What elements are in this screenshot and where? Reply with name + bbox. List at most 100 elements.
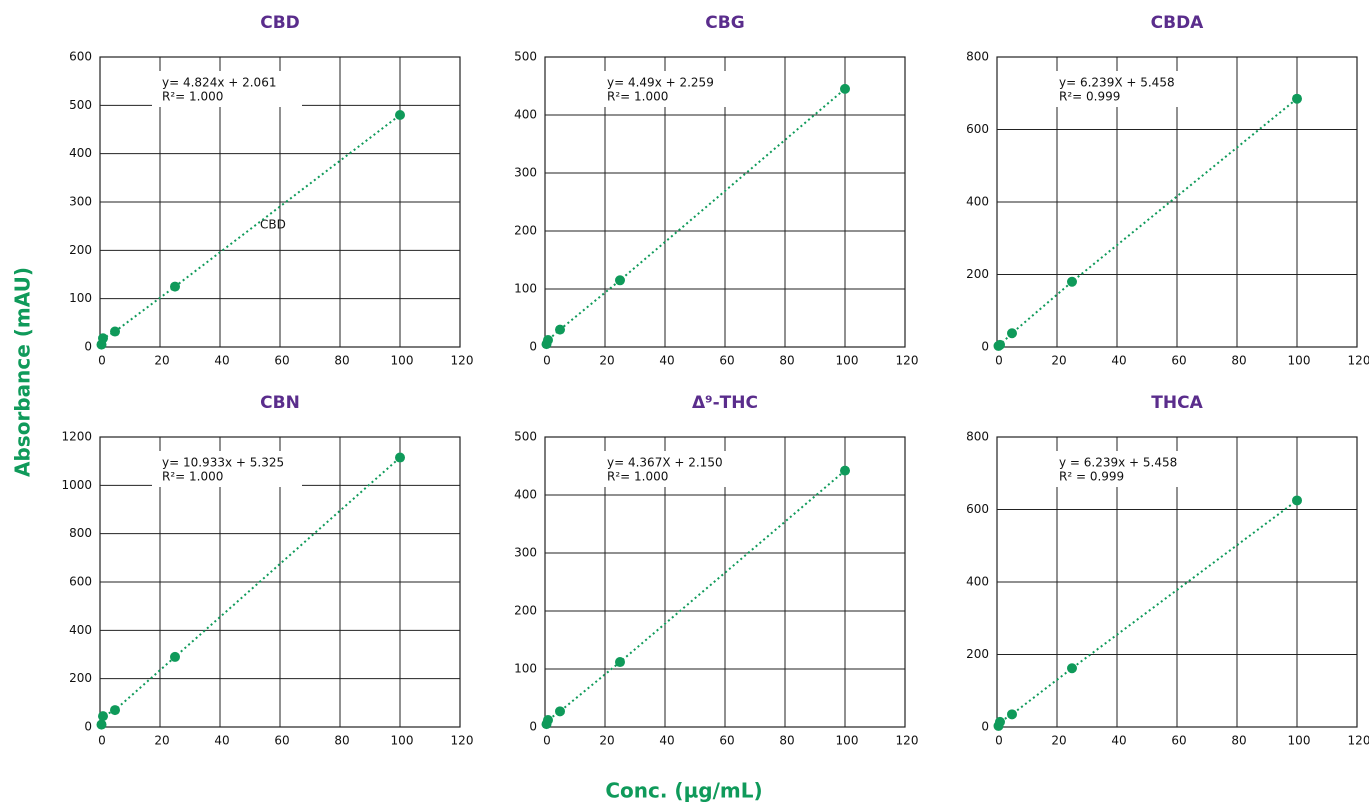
y-tick-label: 400 [514, 488, 537, 502]
trend-line [545, 88, 846, 345]
data-point [1067, 663, 1077, 674]
x-tick-label: 60 [274, 734, 289, 748]
y-tick-label: 200 [69, 243, 92, 257]
data-point [110, 705, 120, 716]
annotation-box [152, 71, 302, 107]
y-tick-label: 500 [69, 98, 92, 112]
y-tick-label: 200 [966, 647, 989, 661]
x-tick-label: 40 [214, 354, 229, 368]
data-point [615, 657, 625, 668]
y-tick-label: 300 [69, 195, 92, 209]
annotation-box [152, 451, 302, 487]
x-tick-label: 40 [659, 734, 674, 748]
data-point [1067, 276, 1077, 287]
x-tick-label: 20 [1051, 354, 1066, 368]
r-squared: R² = 0.999 [1059, 470, 1124, 484]
annotation-box [1049, 451, 1199, 487]
equation: y = 6.239x + 5.458 [1059, 456, 1177, 470]
x-tick-label: 0 [543, 734, 551, 748]
trend-line [100, 114, 401, 345]
annotation-box [597, 451, 747, 487]
x-tick-label: 20 [154, 734, 169, 748]
data-point [543, 715, 553, 726]
x-tick-label: 40 [214, 734, 229, 748]
chart-title: CBDA [1151, 13, 1205, 33]
annotation-box [597, 71, 747, 107]
trend-line [545, 469, 846, 725]
equation: y= 4.367X + 2.150 [607, 456, 723, 470]
r-squared: R²= 0.999 [1059, 90, 1120, 104]
x-tick-label: 100 [1288, 354, 1311, 368]
plot-frame [544, 436, 906, 728]
x-tick-label: 80 [1231, 354, 1246, 368]
y-tick-label: 200 [514, 604, 537, 618]
y-tick-label: 800 [69, 526, 92, 540]
y-tick-label: 0 [529, 340, 537, 354]
r-squared: R²= 1.000 [607, 470, 668, 484]
y-tick-label: 400 [966, 575, 989, 589]
y-tick-label: 600 [69, 50, 92, 64]
plot-frame [544, 56, 906, 348]
data-point [98, 333, 108, 344]
data-point [1007, 328, 1017, 339]
data-point [840, 83, 850, 94]
r-squared: R²= 1.000 [162, 90, 223, 104]
data-point [1007, 709, 1017, 720]
y-tick-label: 500 [514, 50, 537, 64]
r-squared: R²= 1.000 [607, 90, 668, 104]
chart-title: Δ⁹-THC [692, 393, 758, 413]
y-tick-label: 200 [966, 267, 989, 281]
x-tick-label: 120 [451, 354, 474, 368]
y-tick-label: 0 [84, 720, 92, 734]
x-tick-label: 120 [896, 734, 919, 748]
equation: y= 6.239X + 5.458 [1059, 76, 1175, 90]
y-tick-label: 400 [966, 195, 989, 209]
x-tick-label: 100 [836, 734, 859, 748]
x-tick-label: 40 [1111, 354, 1126, 368]
y-tick-label: 300 [514, 546, 537, 560]
data-point [555, 706, 565, 717]
x-tick-label: 80 [334, 354, 349, 368]
y-tick-label: 800 [966, 430, 989, 444]
y-tick-label: 600 [966, 122, 989, 136]
y-tick-label: 600 [966, 502, 989, 516]
x-tick-label: 60 [719, 354, 734, 368]
trend-line [997, 97, 1298, 347]
equation: y= 4.824x + 2.061 [162, 76, 276, 90]
chart-title: THCA [1151, 393, 1203, 413]
x-tick-label: 0 [543, 354, 551, 368]
x-tick-label: 80 [779, 354, 794, 368]
x-tick-label: 120 [451, 734, 474, 748]
x-tick-label: 0 [98, 354, 106, 368]
data-point [96, 719, 107, 730]
y-tick-label: 0 [84, 340, 92, 354]
plot-frame [99, 56, 461, 348]
y-tick-label: 0 [529, 720, 537, 734]
x-axis-label: Conc. (µg/mL) [605, 779, 762, 803]
data-point [110, 326, 120, 337]
data-point [840, 465, 850, 476]
x-tick-label: 0 [98, 734, 106, 748]
x-tick-label: 0 [995, 734, 1003, 748]
y-tick-label: 100 [69, 291, 92, 305]
y-tick-label: 600 [69, 575, 92, 589]
x-tick-label: 120 [1348, 734, 1369, 748]
y-tick-label: 500 [514, 430, 537, 444]
data-point [395, 452, 405, 463]
x-tick-label: 60 [1171, 734, 1186, 748]
data-point [555, 324, 565, 335]
x-tick-label: 60 [719, 734, 734, 748]
equation: y= 10.933x + 5.325 [162, 456, 284, 470]
y-tick-label: 0 [981, 340, 989, 354]
data-point [1292, 495, 1302, 506]
data-point [543, 335, 553, 346]
plot-frame [99, 436, 461, 728]
y-tick-label: 1000 [61, 478, 92, 492]
x-tick-label: 100 [836, 354, 859, 368]
chart-title: CBN [260, 393, 300, 413]
y-axis-label: Absorbance (mAU) [11, 267, 35, 477]
plot-frame [996, 436, 1358, 728]
y-tick-label: 100 [514, 282, 537, 296]
x-tick-label: 80 [779, 734, 794, 748]
